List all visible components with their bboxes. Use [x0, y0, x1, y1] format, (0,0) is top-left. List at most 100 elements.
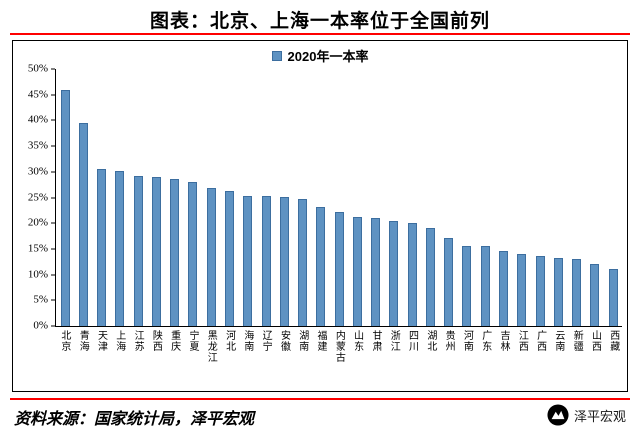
x-category-label: 山东	[351, 330, 363, 352]
x-category-label: 内蒙古	[333, 330, 345, 363]
bar	[444, 237, 454, 326]
x-category-label: 四川	[406, 330, 418, 352]
x-label-slot: 内蒙古	[329, 330, 347, 363]
bar-slot	[330, 69, 348, 326]
x-label-slot: 四川	[403, 330, 421, 363]
y-tick-mark	[51, 171, 55, 173]
y-tick-label: 10%	[27, 268, 48, 281]
y-tick-mark	[51, 197, 55, 198]
bar	[517, 253, 527, 326]
bar-slot	[56, 69, 74, 326]
bar-slot	[476, 69, 494, 326]
x-category-label: 江西	[516, 330, 528, 352]
bar	[572, 259, 582, 326]
bar	[170, 179, 180, 326]
x-label-slot: 吉林	[494, 330, 512, 363]
y-tick-mark	[51, 248, 55, 250]
bar-slot	[147, 69, 165, 326]
x-label-slot: 江苏	[128, 330, 146, 363]
x-category-label: 西藏	[607, 330, 619, 352]
bar-slot	[166, 69, 184, 326]
x-label-slot: 安徽	[275, 330, 293, 363]
x-category-label: 辽宁	[260, 330, 272, 352]
x-category-label: 黑龙江	[205, 330, 217, 363]
y-tick-mark	[51, 222, 55, 224]
x-label-slot: 广东	[476, 330, 494, 363]
x-label-slot: 天津	[92, 330, 110, 363]
bar	[499, 250, 508, 326]
y-tick-label: 30%	[27, 165, 48, 178]
bar-slot	[257, 69, 275, 326]
x-label-slot: 山西	[586, 330, 604, 363]
y-tick-mark	[51, 68, 55, 70]
y-tick-label: 0%	[33, 319, 48, 332]
x-category-label: 天津	[95, 330, 107, 352]
y-axis: 0% 5% 10% 15% 20% 25% 30% 35% 40% 45% 50%	[13, 63, 55, 331]
x-label-slot: 广西	[531, 330, 549, 363]
bar-slot	[604, 69, 622, 326]
bar	[608, 269, 618, 326]
bar-slot	[385, 69, 403, 326]
bar	[78, 122, 88, 326]
bar-slot	[239, 69, 257, 326]
x-label-slot: 山东	[348, 330, 366, 363]
bar-slot	[458, 69, 476, 326]
x-label-slot: 浙江	[384, 330, 402, 363]
x-category-label: 吉林	[498, 330, 510, 352]
bar	[151, 176, 161, 326]
bar	[188, 182, 198, 326]
bar-slot	[93, 69, 111, 326]
bar-slot	[184, 69, 202, 326]
x-label-slot: 云南	[549, 330, 567, 363]
bar-slot	[202, 69, 220, 326]
x-category-label: 青海	[77, 330, 89, 352]
legend-label: 2020年一本率	[287, 49, 369, 64]
x-label-slot: 辽宁	[256, 330, 274, 363]
bar	[407, 222, 417, 326]
y-tick-mark	[51, 94, 55, 96]
x-category-label: 广西	[534, 330, 546, 352]
x-label-slot: 重庆	[165, 330, 183, 363]
x-label-slot: 福建	[311, 330, 329, 363]
bar-slot	[74, 69, 92, 326]
bar	[462, 245, 472, 326]
x-label-slot: 西藏	[604, 330, 622, 363]
x-category-label: 海南	[241, 330, 253, 352]
x-category-label: 上海	[113, 330, 125, 352]
x-label-slot: 陕西	[146, 330, 164, 363]
x-label-slot: 宁夏	[183, 330, 201, 363]
bar	[480, 246, 490, 326]
x-category-label: 河南	[461, 330, 473, 352]
y-tick-mark	[51, 325, 55, 327]
bar	[115, 170, 125, 326]
x-label-slot: 甘肃	[366, 330, 384, 363]
x-label-slot: 海南	[238, 330, 256, 363]
x-label-slot: 湖北	[421, 330, 439, 363]
x-label-slot: 湖南	[293, 330, 311, 363]
bar-slot	[220, 69, 238, 326]
bar	[316, 206, 326, 326]
x-axis-labels: 北京 青海 天津 上海 江苏 陕西 重庆 宁夏 黑龙江 河北 海南 辽宁 安徽 湖南 福建 内蒙古 山东 甘肃 浙江…	[55, 330, 622, 363]
x-category-label: 北京	[58, 330, 70, 352]
x-category-label: 贵州	[443, 330, 455, 352]
x-label-slot: 青海	[73, 330, 91, 363]
bar-slot	[348, 69, 366, 326]
bar-slot	[293, 69, 311, 326]
bar-slot	[275, 69, 293, 326]
y-tick-mark	[51, 274, 55, 276]
x-category-label: 广东	[479, 330, 491, 352]
y-tick-label: 5%	[33, 293, 48, 306]
y-tick-label: 20%	[27, 216, 48, 229]
x-category-label: 江苏	[132, 330, 144, 352]
bar-slot	[549, 69, 567, 326]
y-tick-label: 40%	[27, 113, 48, 126]
brand-name: 泽平宏观	[573, 408, 626, 424]
bar	[590, 264, 600, 326]
x-label-slot: 黑龙江	[201, 330, 219, 363]
x-label-slot: 上海	[110, 330, 128, 363]
bar-slot	[567, 69, 585, 326]
x-label-slot: 北京	[55, 330, 73, 363]
bar	[60, 89, 70, 326]
x-label-slot: 新疆	[567, 330, 585, 363]
